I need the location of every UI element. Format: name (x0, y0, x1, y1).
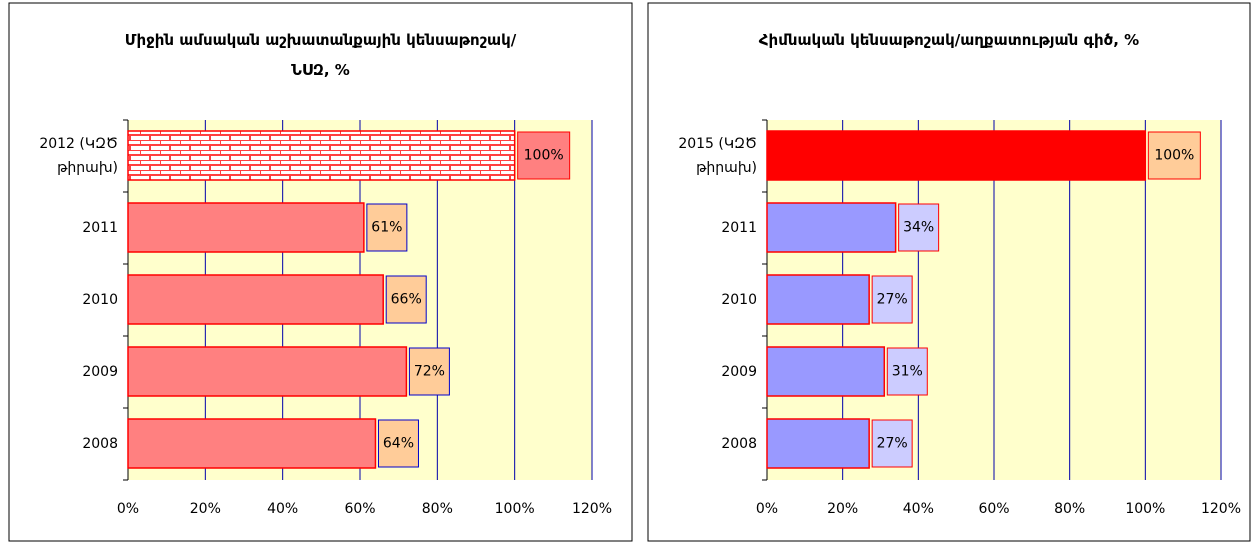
y-tick-label: 2011 (721, 220, 757, 236)
y-tick-label: 2010 (82, 292, 118, 308)
x-tick-label: 100% (495, 501, 535, 517)
value-label-box (871, 275, 913, 324)
value-label-box (517, 131, 571, 180)
x-tick-label: 40% (267, 501, 298, 517)
value-label-box (366, 203, 408, 252)
x-tick-label: 0% (117, 501, 139, 517)
value-label: 27% (877, 292, 908, 308)
x-tick-label: 120% (1201, 501, 1241, 517)
value-label: 64% (383, 436, 414, 452)
bar (766, 202, 897, 253)
x-tick-label: 80% (1054, 501, 1085, 517)
bar (127, 346, 408, 397)
value-label: 34% (903, 220, 934, 236)
value-label: 27% (877, 436, 908, 452)
x-tick-label: 20% (827, 501, 858, 517)
bar (127, 202, 365, 253)
value-label-box (408, 347, 450, 396)
y-tick-label: 2008 (721, 436, 757, 452)
value-label: 61% (371, 220, 402, 236)
chart-title: Հիմնական կենսաթոշակ/աղքատության գիծ, % (758, 31, 1140, 49)
y-tick-label: 2009 (82, 364, 118, 380)
value-label-box (1147, 131, 1201, 180)
bar (766, 274, 870, 325)
bar (766, 418, 870, 469)
value-label-box (385, 275, 427, 324)
chart-title: Միջին ամսական աշխատանքային կենսաթոշակ/ՆՍ… (124, 31, 517, 79)
y-tick-label: 2010 (721, 292, 757, 308)
value-label: 31% (892, 364, 923, 380)
bar (127, 274, 384, 325)
x-tick-label: 0% (756, 501, 778, 517)
x-tick-label: 60% (978, 501, 1009, 517)
x-tick-label: 80% (422, 501, 453, 517)
y-tick-label: 2012 (ԿԶԾ թիրախ) (39, 136, 118, 176)
value-label: 66% (391, 292, 422, 308)
value-label: 100% (524, 148, 564, 164)
y-tick-label: 2008 (82, 436, 118, 452)
y-tick-label: 2011 (82, 220, 118, 236)
value-label-box (898, 203, 940, 252)
value-label: 72% (414, 364, 445, 380)
value-label-box (886, 347, 928, 396)
x-tick-label: 40% (903, 501, 934, 517)
bar (127, 130, 516, 181)
x-tick-label: 60% (344, 501, 375, 517)
x-tick-label: 20% (190, 501, 221, 517)
value-label: 100% (1154, 148, 1194, 164)
bar (766, 346, 886, 397)
y-tick-label: 2009 (721, 364, 757, 380)
y-tick-label: 2015 (ԿԶԾ թիրախ) (678, 136, 757, 176)
value-label-box (377, 419, 419, 468)
bar (127, 418, 377, 469)
x-tick-label: 120% (572, 501, 612, 517)
value-label-box (871, 419, 913, 468)
bar (766, 130, 1147, 181)
x-tick-label: 100% (1125, 501, 1165, 517)
